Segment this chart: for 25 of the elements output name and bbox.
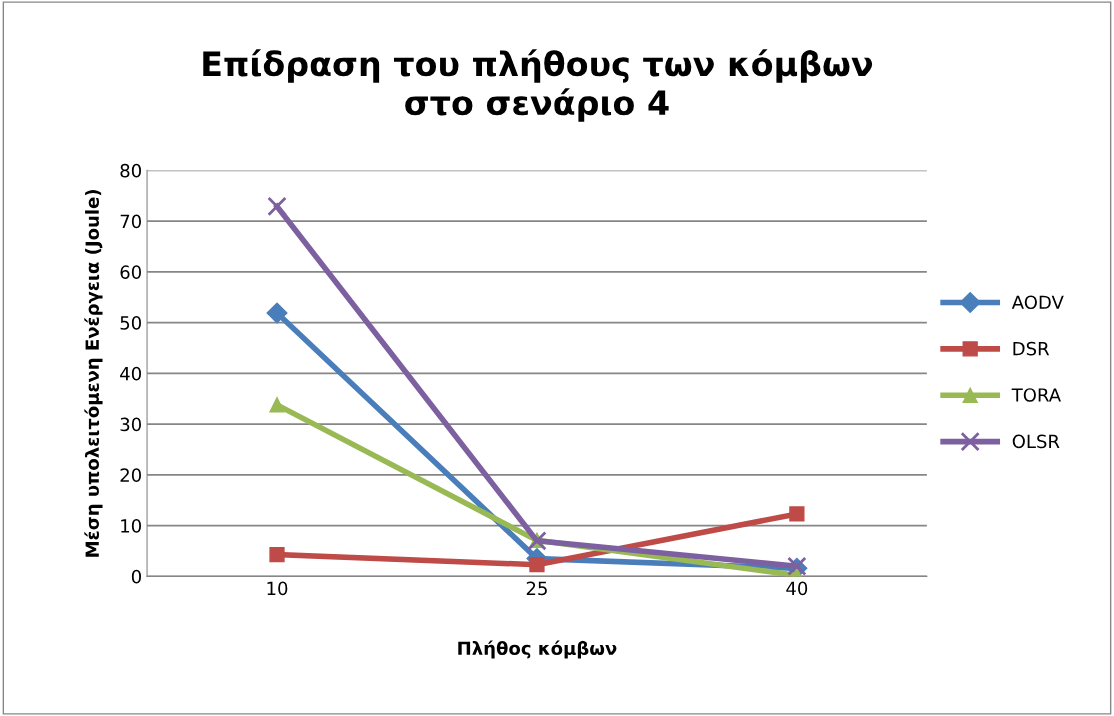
y-tick-label: 50	[120, 316, 141, 330]
y-tick-label: 0	[131, 569, 141, 584]
x-axis-title: Πλήθος κόμβων	[458, 640, 617, 659]
point	[267, 196, 287, 217]
legend-label: AODV	[1011, 295, 1064, 310]
y-tick-label: 60	[120, 265, 141, 280]
point	[266, 302, 288, 324]
point	[269, 397, 285, 413]
x-tick-label: 10	[267, 581, 288, 596]
y-tick-label: 80	[120, 163, 141, 178]
y-tick-label: 30	[120, 417, 141, 432]
chart-title: Επίδραση του πλήθους των κόμβων στο σενάριο 4	[203, 49, 873, 122]
y-axis-title: Μέση υπολειτόμενη Ενέργεια (Joule)	[84, 189, 103, 557]
y-tick-label: 70	[120, 214, 141, 229]
point	[529, 557, 545, 573]
point	[789, 506, 805, 522]
y-tick-label: 40	[120, 366, 141, 381]
x-tick-label: 40	[786, 581, 808, 596]
x-tick-label: 25	[526, 581, 547, 596]
point	[269, 546, 285, 563]
y-tick-label: 10	[121, 519, 141, 533]
legend-label: OLSR	[1012, 434, 1060, 449]
legend-label: DSR	[1013, 341, 1050, 356]
legend-label: TORA	[1011, 388, 1061, 402]
y-tick-label: 20	[120, 468, 141, 482]
